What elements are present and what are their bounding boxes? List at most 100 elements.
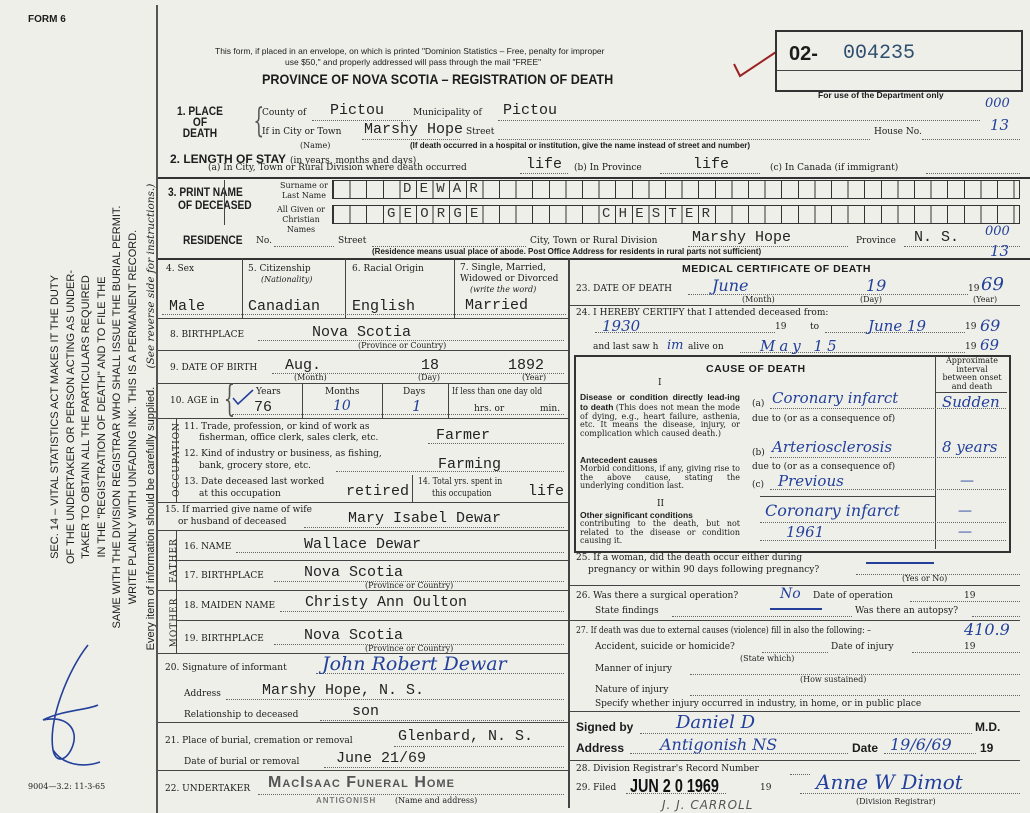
father-name-label: 16. NAME (184, 542, 232, 552)
brace: { (253, 101, 265, 141)
last-worked-label-2: at this occupation (199, 489, 281, 499)
spouse-label-1: 15. If married give name of wife (165, 505, 312, 515)
death-day-note: (Day) (860, 295, 882, 304)
medical-certificate-title: MEDICAL CERTIFICATE OF DEATH (682, 263, 871, 275)
father-name-value: Wallace Dewar (304, 536, 422, 553)
racial-origin-label: 6. Racial Origin (352, 264, 424, 274)
place-of-death-label: 1. PLACE OF DEATH (177, 104, 223, 140)
hrs-label: hrs. or (474, 404, 505, 414)
operation-label: 26. Was there a surgical operation? (576, 591, 739, 601)
other-condition-2: 1961 (786, 523, 825, 541)
undertaker-label: 22. UNDERTAKER (165, 784, 251, 794)
surname-boxes[interactable] (332, 180, 1020, 199)
stay-b-label: (b) In Province (574, 163, 642, 173)
stay-a-label: (a) In City, Town or Rural Division wher… (208, 163, 467, 173)
attended-to: June 19 (868, 317, 927, 335)
due-to-b: due to (or as a consequence of) (752, 462, 896, 472)
days-value: 1 (412, 397, 422, 415)
other-condition-1-interval: — (958, 503, 972, 519)
city-value: Marshy Hope (364, 121, 464, 138)
autopsy-label: Was there an autopsy? (855, 606, 959, 616)
cause-b-value: Arteriosclerosis (772, 438, 893, 456)
trade-label-1: 11. Trade, profession, or kind of work a… (184, 422, 370, 432)
marital-value: Married (465, 297, 529, 314)
trade-value: Farmer (436, 427, 491, 444)
informant-address-label: Address (184, 689, 221, 699)
filed-century: 19 (760, 783, 772, 793)
mother-birthplace-value: Nova Scotia (304, 627, 404, 644)
dob-day: 18 (421, 357, 440, 374)
side-notice: SEC. 14 – VITAL STATISTICS ACT MAKES IT … (48, 127, 157, 707)
registration-number-box (775, 30, 1023, 92)
surname-value: DEWAR (403, 181, 487, 197)
part-1-label: I (658, 378, 662, 388)
mother-maiden-value: Christy Ann Oulton (305, 594, 468, 611)
given-names-label: All Given or Christian Names (277, 205, 325, 234)
informant-address-value: Marshy Hope, N. S. (262, 682, 425, 699)
father-birthplace-value: Nova Scotia (304, 564, 404, 581)
years-spent-label-1: 14. Total yrs. spent in (418, 477, 503, 487)
cause-title: CAUSE OF DEATH (706, 363, 806, 375)
specify-label: Specify whether injury occurred in indus… (595, 699, 922, 709)
years-spent-value: life (528, 483, 565, 500)
marital-label-1: 7. Single, Married, (460, 263, 546, 273)
attended-to-century: 19 (965, 322, 977, 332)
form-code: 9004—3.2: 11-3-65 (28, 782, 106, 791)
sex-label: 4. Sex (166, 264, 195, 274)
registration-number: 004235 (843, 42, 916, 65)
county-label: County of (262, 108, 307, 118)
physician-date: 19/6/69 (890, 735, 952, 754)
racial-origin-value: English (352, 298, 416, 315)
physician-address-label: Address (576, 741, 625, 755)
pregnancy-label-2: pregnancy or within 90 days following pr… (588, 565, 820, 575)
last-worked-value: retired (346, 483, 410, 500)
county-value: Pictou (330, 102, 385, 119)
last-saw-century: 19 (965, 342, 977, 352)
print-name-label: 3. PRINT NAME (168, 185, 243, 199)
other-condition-1: Coronary infarct (765, 501, 900, 520)
external-causes-label: 27. If death was due to external causes … (576, 626, 871, 636)
spouse-label-2: or husband of deceased (178, 517, 287, 527)
side-notice-line: OF THE UNDERTAKER OR PERSON ACTING AS UN… (64, 270, 77, 564)
municipality-value: Pictou (503, 102, 558, 119)
residence-label: RESIDENCE (183, 233, 243, 247)
street-note: (If death occurred in a hospital or inst… (410, 141, 751, 150)
length-of-stay-note: (in years, months and days) (290, 156, 417, 166)
physician-century: 19 (980, 741, 994, 755)
given-names-boxes[interactable] (332, 205, 1020, 224)
last-worked-label-1: 13. Date deceased last worked (184, 477, 325, 487)
trade-label-2: fisherman, office clerk, sales clerk, et… (199, 433, 379, 443)
residence-no-label: No. (256, 236, 272, 246)
days-label: Days (403, 387, 426, 397)
given-name-1: GEORGE (387, 206, 487, 222)
form-number: FORM 6 (28, 14, 66, 25)
checkmark-icon (733, 51, 777, 78)
checkmark-icon (232, 389, 254, 406)
cause-c-interval: — (960, 473, 974, 489)
stay-c-label: (c) In Canada (if immigrant) (770, 163, 899, 173)
registrar-signature: Anne W Dimot (816, 770, 963, 794)
less-than-day-label: If less than one day old (452, 387, 543, 397)
residence-note: (Residence means usual place of abode. P… (372, 247, 762, 256)
street-label: Street (466, 127, 495, 137)
interval-label: Approximate interval between onset and d… (942, 356, 1002, 391)
relationship-label: Relationship to deceased (184, 710, 299, 720)
father-birthplace-label: 17. BIRTHPLACE (184, 571, 264, 581)
other-conditions-heading: Other significant conditions (580, 510, 693, 520)
dob-month: Aug. (285, 357, 322, 374)
direct-cause-instructions: Disease or condition directly lead-ing t… (580, 393, 740, 439)
death-day: 19 (866, 276, 887, 295)
industry-label-2: bank, grocery store, etc. (199, 461, 312, 471)
side-notice-line: SEC. 14 – VITAL STATISTICS ACT MAKES IT … (49, 275, 61, 559)
classification-code: 410.9 (964, 620, 1010, 639)
side-notice-line: SAME WITH THE DIVISION REGISTRAR WHO SHA… (111, 205, 123, 629)
findings-label: State findings (595, 606, 659, 616)
registration-prefix: 02- (789, 43, 818, 65)
side-notice-line: IN THE "REGISTRATION OF DEATH" AND TO FI… (95, 276, 108, 558)
cause-b-interval: 8 years (942, 438, 998, 456)
yes-no-note: (Yes or No) (902, 574, 948, 583)
injury-century: 19 (964, 642, 976, 652)
last-saw-date: May 15 (760, 337, 841, 355)
attended-from-century: 19 (775, 322, 787, 332)
mother-side-label: MOTHER (169, 597, 180, 648)
